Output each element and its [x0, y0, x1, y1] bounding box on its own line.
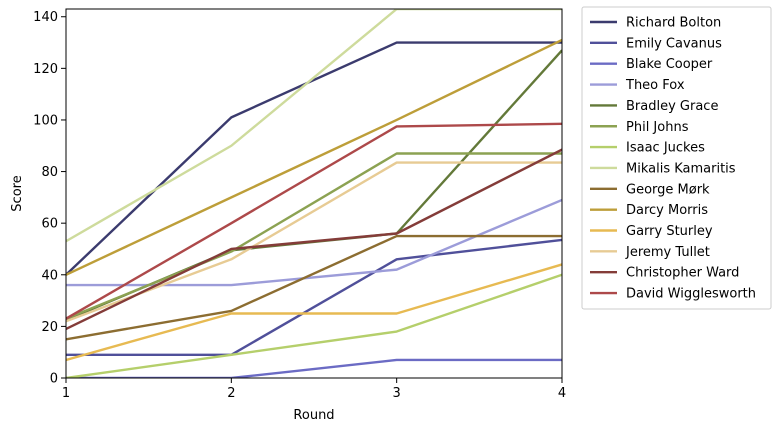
legend-label-8: George Mørk	[626, 182, 710, 197]
legend-entries: Richard Bolton Emily Cavanus Blake Cooper T…	[590, 16, 756, 302]
legend-label-13: David Wigglesworth	[626, 287, 756, 302]
x-tick-label-3: 4	[558, 386, 566, 401]
legend-label-0: Richard Bolton	[626, 16, 721, 31]
y-tick-label-0: 0	[50, 372, 58, 387]
series-line-6	[66, 273, 562, 378]
y-tick-label-2: 40	[41, 268, 58, 283]
series-line-8	[66, 234, 562, 341]
y-axis: 0 20 40 60 80 100 120 140	[33, 10, 66, 387]
legend-label-4: Bradley Grace	[626, 99, 718, 114]
series-line-13	[66, 122, 562, 320]
y-tick-label-1: 20	[41, 320, 58, 335]
x-tick-label-2: 3	[393, 386, 401, 401]
x-tick-label-0: 1	[62, 386, 70, 401]
series-line-12	[66, 148, 562, 331]
y-tick-label-4: 80	[41, 165, 58, 180]
series-line-9	[66, 38, 562, 276]
y-tick-label-7: 140	[33, 10, 58, 25]
x-tick-label-1: 2	[227, 386, 235, 401]
series-line-2	[66, 358, 562, 378]
legend-label-7: Mikalis Kamaritis	[626, 161, 736, 176]
legend-label-1: Emily Cavanus	[626, 36, 722, 51]
y-tick-label-6: 120	[33, 62, 58, 77]
x-axis: 1 2 3 4	[62, 378, 566, 401]
series-line-7	[66, 9, 562, 243]
series-line-1	[66, 238, 562, 356]
legend-label-2: Blake Cooper	[626, 57, 713, 72]
series-line-4	[66, 49, 562, 322]
legend-label-11: Jeremy Tullet	[625, 245, 710, 260]
plot-lines	[66, 9, 562, 378]
legend-label-9: Darcy Morris	[626, 203, 708, 218]
legend-label-10: Garry Sturley	[626, 224, 713, 239]
series-line-10	[66, 263, 562, 362]
y-tick-label-3: 60	[41, 217, 58, 232]
legend-label-3: Theo Fox	[625, 78, 685, 93]
y-axis-label: Score	[10, 175, 25, 211]
x-axis-label: Round	[293, 408, 334, 423]
legend-frame	[581, 6, 772, 310]
legend-label-6: Isaac Juckes	[626, 141, 705, 156]
plot-frame	[65, 8, 563, 379]
legend-label-5: Phil Johns	[626, 120, 689, 135]
series-line-5	[66, 152, 562, 320]
series-line-0	[66, 41, 562, 276]
legend-label-12: Christopher Ward	[626, 266, 739, 281]
y-tick-label-5: 100	[33, 113, 58, 128]
legend: Richard Bolton Emily Cavanus Blake Cooper T…	[581, 6, 772, 310]
